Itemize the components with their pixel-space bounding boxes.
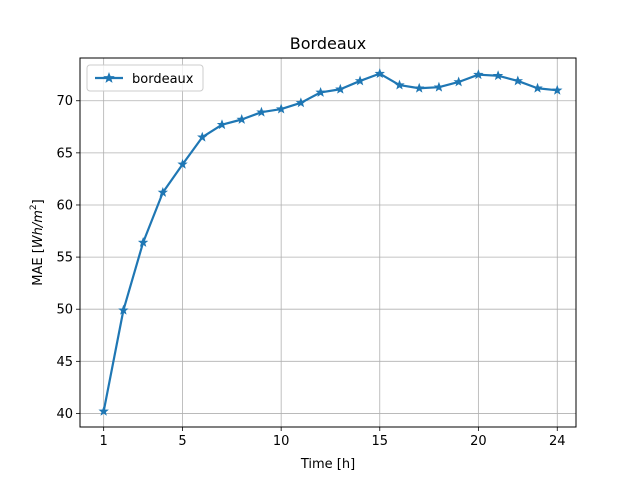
x-axis-title: Time [h] (300, 457, 355, 472)
series-line-bordeaux (102, 72, 558, 412)
axes-frame (79, 57, 577, 428)
y-axis-title: MAE [Wh/m2] (29, 199, 46, 285)
x-tick-label: 1 (100, 434, 108, 449)
y-tick-label: 60 (56, 198, 73, 213)
data-point (433, 81, 445, 92)
y-axis-title-prefix: MAE [ (31, 248, 46, 286)
y-tick-label: 55 (56, 251, 73, 266)
y-tick-label: 45 (56, 355, 73, 370)
legend: bordeaux (86, 64, 204, 92)
data-point (137, 237, 149, 247)
data-point (354, 75, 366, 86)
y-axis-ticks: 40 45 50 55 60 65 70 (56, 94, 80, 422)
y-axis-title-unit: Wh/m (31, 210, 46, 248)
data-point (473, 69, 484, 80)
data-point (532, 82, 543, 93)
data-point (315, 86, 326, 97)
data-point (98, 405, 109, 416)
x-axis-ticks: 1 5 10 15 20 24 (100, 427, 566, 449)
data-point (275, 103, 287, 114)
x-tick-label: 20 (470, 434, 487, 449)
data-point (374, 68, 385, 79)
x-tick-label: 5 (178, 434, 186, 449)
y-tick-label: 40 (56, 407, 73, 422)
series-layer (98, 68, 563, 416)
data-point (295, 97, 307, 108)
legend-box (86, 64, 204, 92)
data-point (552, 84, 563, 95)
data-point (414, 82, 425, 93)
data-point (492, 70, 504, 81)
x-tick-label: 15 (371, 434, 388, 449)
data-point (216, 119, 228, 130)
y-axis-title-suffix: ] (31, 199, 46, 204)
data-point (335, 83, 346, 94)
y-tick-label: 50 (56, 303, 73, 318)
legend-label: bordeaux (132, 72, 194, 87)
data-point (236, 114, 247, 124)
data-point (118, 304, 129, 315)
data-point (256, 106, 267, 117)
x-tick-label: 10 (273, 434, 290, 449)
data-point (157, 187, 169, 197)
data-point (197, 131, 208, 142)
data-point (394, 79, 405, 90)
grid (80, 58, 576, 427)
legend-marker-star (103, 71, 115, 83)
y-axis-title-exponent: 2 (29, 204, 39, 210)
data-point (512, 75, 524, 86)
data-point (453, 76, 464, 87)
y-tick-label: 65 (56, 146, 73, 161)
x-tick-label: 24 (549, 434, 566, 449)
data-point (177, 158, 188, 169)
y-tick-label: 70 (56, 94, 73, 109)
chart-title: Bordeaux (290, 34, 366, 53)
